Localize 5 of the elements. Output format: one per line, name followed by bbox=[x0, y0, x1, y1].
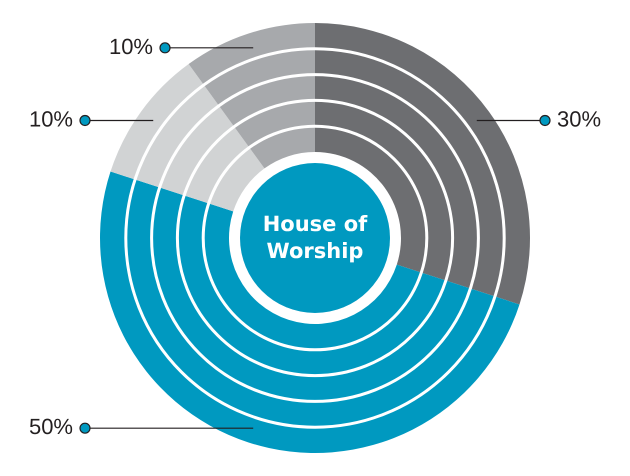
center-disk: House of Worship bbox=[240, 162, 390, 314]
data-label: 10% bbox=[108, 34, 153, 59]
data-label: 10% bbox=[28, 106, 73, 132]
data-label: 30% bbox=[557, 106, 602, 132]
data-label: 50% bbox=[28, 414, 73, 440]
